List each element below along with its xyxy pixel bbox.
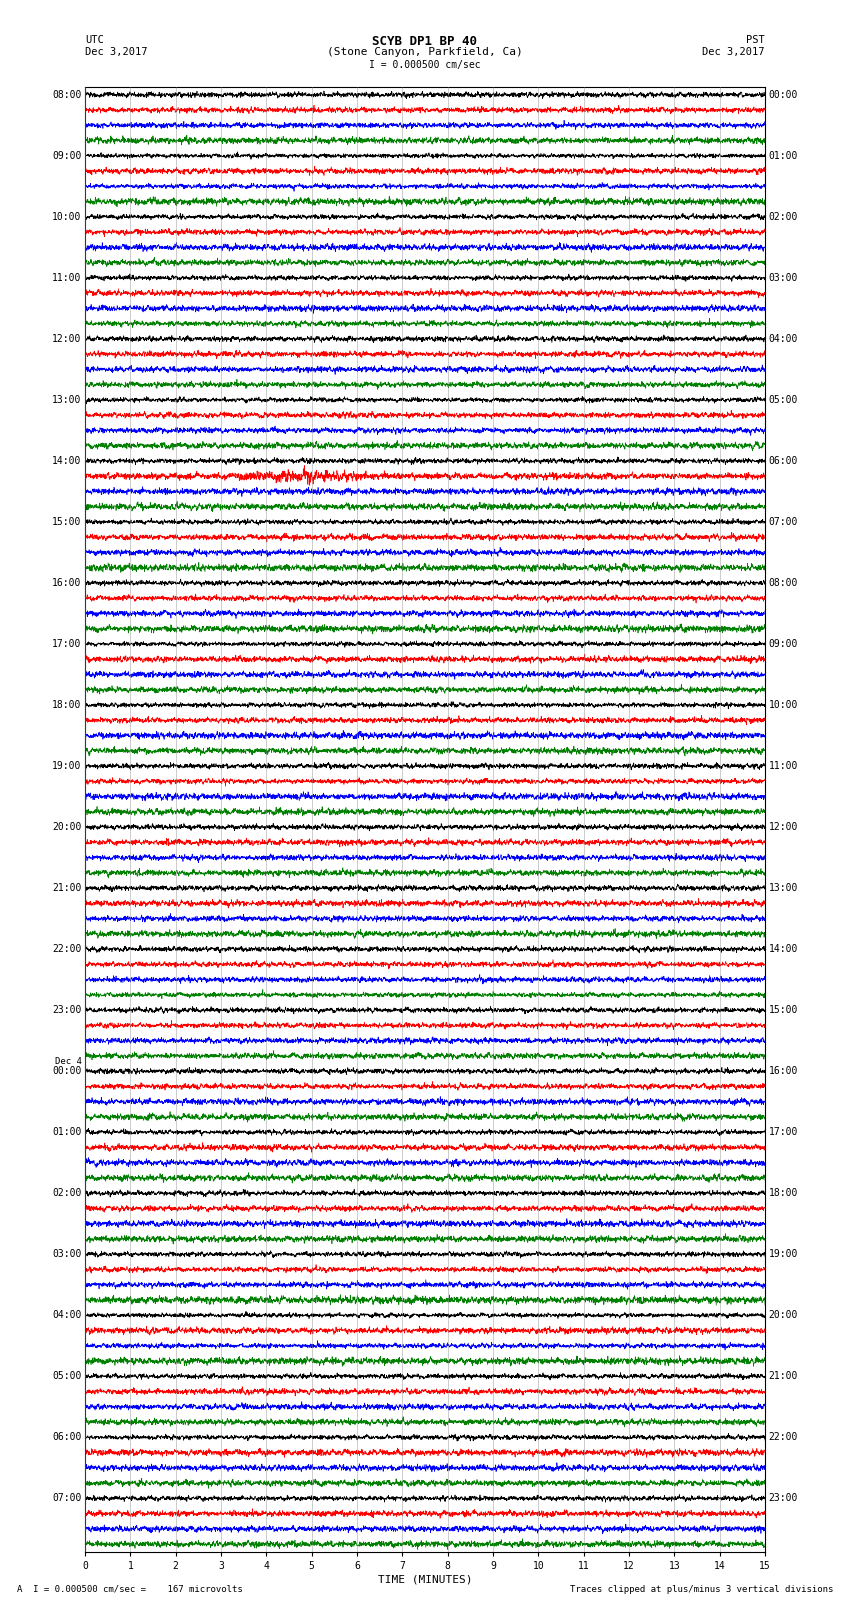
Text: Dec 3,2017: Dec 3,2017 bbox=[85, 47, 148, 56]
Text: 03:00: 03:00 bbox=[52, 1248, 82, 1260]
Text: 19:00: 19:00 bbox=[768, 1248, 798, 1260]
Text: 01:00: 01:00 bbox=[768, 150, 798, 161]
Text: 12:00: 12:00 bbox=[52, 334, 82, 344]
Text: 18:00: 18:00 bbox=[52, 700, 82, 710]
X-axis label: TIME (MINUTES): TIME (MINUTES) bbox=[377, 1574, 473, 1586]
Text: 05:00: 05:00 bbox=[768, 395, 798, 405]
Text: 13:00: 13:00 bbox=[52, 395, 82, 405]
Text: 08:00: 08:00 bbox=[768, 577, 798, 587]
Text: Dec 3,2017: Dec 3,2017 bbox=[702, 47, 765, 56]
Text: 14:00: 14:00 bbox=[52, 456, 82, 466]
Text: 11:00: 11:00 bbox=[768, 761, 798, 771]
Text: 12:00: 12:00 bbox=[768, 823, 798, 832]
Text: 22:00: 22:00 bbox=[52, 944, 82, 953]
Text: 16:00: 16:00 bbox=[768, 1066, 798, 1076]
Text: 01:00: 01:00 bbox=[52, 1127, 82, 1137]
Text: PST: PST bbox=[746, 35, 765, 45]
Text: 23:00: 23:00 bbox=[768, 1494, 798, 1503]
Text: 09:00: 09:00 bbox=[768, 639, 798, 648]
Text: 06:00: 06:00 bbox=[52, 1432, 82, 1442]
Text: 06:00: 06:00 bbox=[768, 456, 798, 466]
Text: SCYB DP1 BP 40: SCYB DP1 BP 40 bbox=[372, 35, 478, 48]
Text: UTC: UTC bbox=[85, 35, 104, 45]
Text: 19:00: 19:00 bbox=[52, 761, 82, 771]
Text: 17:00: 17:00 bbox=[52, 639, 82, 648]
Text: 14:00: 14:00 bbox=[768, 944, 798, 953]
Text: 10:00: 10:00 bbox=[768, 700, 798, 710]
Text: 05:00: 05:00 bbox=[52, 1371, 82, 1381]
Text: 20:00: 20:00 bbox=[768, 1310, 798, 1319]
Text: 15:00: 15:00 bbox=[52, 516, 82, 527]
Text: 00:00: 00:00 bbox=[52, 1066, 82, 1076]
Text: 16:00: 16:00 bbox=[52, 577, 82, 587]
Text: 13:00: 13:00 bbox=[768, 882, 798, 894]
Text: Dec 4: Dec 4 bbox=[54, 1057, 82, 1066]
Text: 07:00: 07:00 bbox=[52, 1494, 82, 1503]
Text: 07:00: 07:00 bbox=[768, 516, 798, 527]
Text: 17:00: 17:00 bbox=[768, 1127, 798, 1137]
Text: 00:00: 00:00 bbox=[768, 90, 798, 100]
Text: 23:00: 23:00 bbox=[52, 1005, 82, 1015]
Text: Traces clipped at plus/minus 3 vertical divisions: Traces clipped at plus/minus 3 vertical … bbox=[570, 1584, 833, 1594]
Text: 15:00: 15:00 bbox=[768, 1005, 798, 1015]
Text: 21:00: 21:00 bbox=[768, 1371, 798, 1381]
Text: A  I = 0.000500 cm/sec =    167 microvolts: A I = 0.000500 cm/sec = 167 microvolts bbox=[17, 1584, 243, 1594]
Text: 02:00: 02:00 bbox=[768, 211, 798, 221]
Text: 20:00: 20:00 bbox=[52, 823, 82, 832]
Text: 18:00: 18:00 bbox=[768, 1189, 798, 1198]
Text: 04:00: 04:00 bbox=[768, 334, 798, 344]
Text: 10:00: 10:00 bbox=[52, 211, 82, 221]
Text: I = 0.000500 cm/sec: I = 0.000500 cm/sec bbox=[369, 60, 481, 69]
Text: (Stone Canyon, Parkfield, Ca): (Stone Canyon, Parkfield, Ca) bbox=[327, 47, 523, 56]
Text: 09:00: 09:00 bbox=[52, 150, 82, 161]
Text: 11:00: 11:00 bbox=[52, 273, 82, 282]
Text: 02:00: 02:00 bbox=[52, 1189, 82, 1198]
Text: 04:00: 04:00 bbox=[52, 1310, 82, 1319]
Text: 22:00: 22:00 bbox=[768, 1432, 798, 1442]
Text: 21:00: 21:00 bbox=[52, 882, 82, 894]
Text: 08:00: 08:00 bbox=[52, 90, 82, 100]
Text: 03:00: 03:00 bbox=[768, 273, 798, 282]
